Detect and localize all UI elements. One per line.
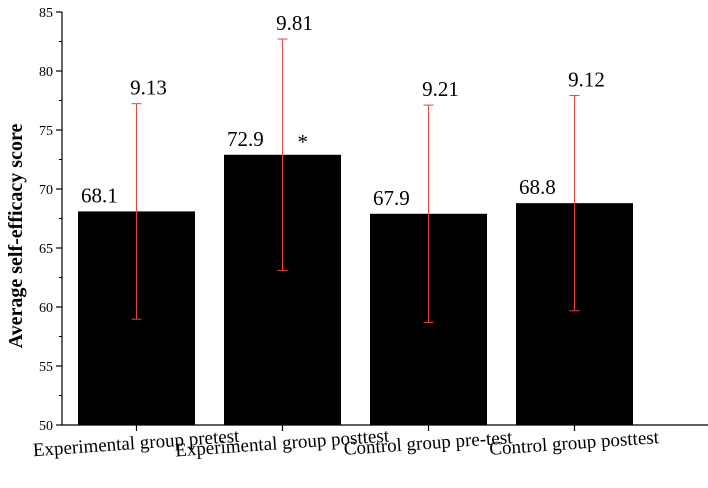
y-tick-label: 85 (39, 6, 53, 21)
y-tick-label: 75 (39, 124, 53, 139)
y-tick-label: 80 (39, 65, 53, 80)
bar-value-label: 72.9 (227, 127, 264, 151)
y-tick-label: 60 (39, 301, 53, 316)
bar-value-label: 68.1 (81, 183, 118, 207)
bar-value-label: 67.9 (373, 186, 410, 210)
y-tick-label: 50 (39, 419, 53, 434)
error-value-label: 9.12 (568, 68, 605, 92)
significance-marker: * (298, 130, 309, 154)
error-value-label: 9.81 (276, 11, 313, 35)
bar-value-label: 68.8 (519, 175, 556, 199)
y-axis-label: Average self-efficacy score (5, 124, 27, 349)
y-tick-label: 55 (39, 360, 53, 375)
y-tick-label: 70 (39, 183, 53, 198)
x-tick-label: Control group posttest (489, 427, 661, 460)
error-value-label: 9.21 (422, 77, 459, 101)
error-value-label: 9.13 (130, 76, 167, 100)
y-tick-label: 65 (39, 242, 53, 257)
